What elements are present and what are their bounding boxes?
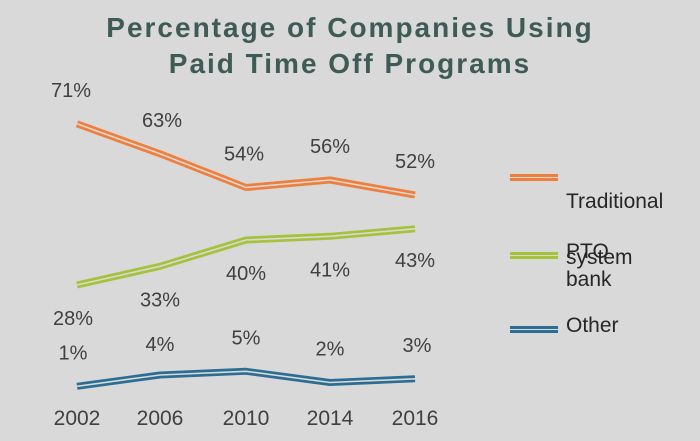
data-label-other-2014: 2% <box>316 339 345 361</box>
legend-swatch-pto-bank <box>510 252 558 259</box>
legend-swatch-other <box>510 326 558 333</box>
data-label-other-2006: 4% <box>146 334 175 356</box>
data-label-pto-bank-2016: 43% <box>395 250 435 272</box>
legend-swatch-traditional-system <box>510 174 558 181</box>
legend-label-other: Other <box>566 314 619 337</box>
chart-title-line-2: Paid Time Off Programs <box>168 48 532 79</box>
data-label-pto-bank-2010: 40% <box>226 263 266 285</box>
data-label-traditional-system-2016: 52% <box>395 151 435 173</box>
data-label-other-2010: 5% <box>232 327 261 349</box>
data-label-traditional-system-2002: 71% <box>51 80 91 102</box>
data-label-other-2002: 1% <box>59 342 88 364</box>
x-tick-label-2006: 2006 <box>137 407 184 430</box>
data-label-traditional-system-2014: 56% <box>310 136 350 158</box>
legend-label-traditional-line-2: system <box>566 246 633 269</box>
series-line-inner-traditional-system <box>76 123 416 196</box>
legend-label-traditional-line-1: Traditional <box>566 190 664 213</box>
chart-title: Percentage of Companies Using Paid Time … <box>0 10 700 82</box>
chart-title-line-1: Percentage of Companies Using <box>106 12 594 43</box>
series-line-inner-pto-bank <box>76 228 416 286</box>
data-label-pto-bank-2006: 33% <box>140 289 180 311</box>
data-label-pto-bank-2014: 41% <box>310 259 350 281</box>
legend-label-pto-bank: PTO bank <box>566 240 612 291</box>
legend-label-traditional-system: Traditional system <box>566 160 663 272</box>
x-tick-label-2016: 2016 <box>392 407 439 430</box>
data-label-traditional-system-2006: 63% <box>142 110 182 132</box>
data-label-traditional-system-2010: 54% <box>224 144 264 166</box>
data-label-pto-bank-2002: 28% <box>53 308 93 330</box>
x-tick-label-2014: 2014 <box>307 407 354 430</box>
x-tick-label-2010: 2010 <box>223 407 270 430</box>
series-line-inner-other <box>76 370 416 388</box>
x-tick-label-2002: 2002 <box>54 407 101 430</box>
data-label-other-2016: 3% <box>403 335 432 357</box>
